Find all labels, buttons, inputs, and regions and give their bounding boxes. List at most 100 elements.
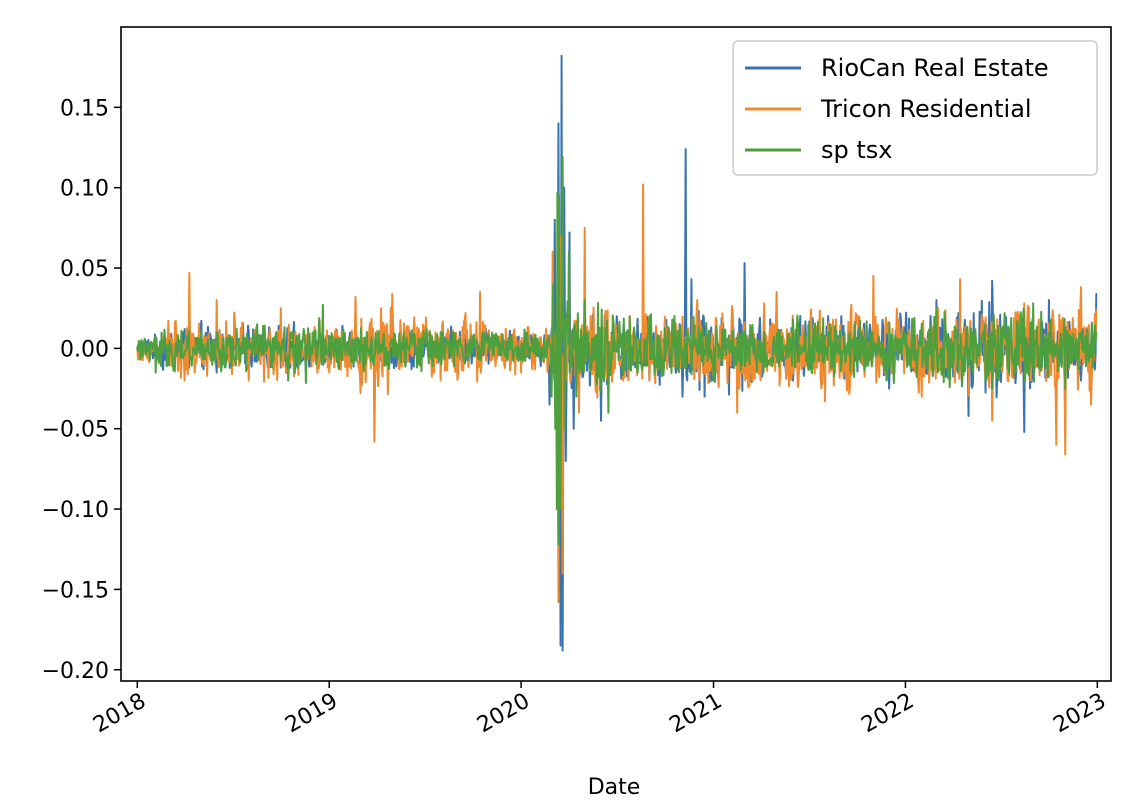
legend-label: Tricon Residential — [820, 95, 1032, 123]
series-2-point — [991, 387, 994, 390]
series-2-point — [575, 395, 578, 398]
series-0-point — [560, 55, 563, 57]
series-0-point — [703, 395, 706, 398]
series-2-point — [555, 508, 558, 510]
series-0-point — [247, 331, 250, 334]
series-0-point — [681, 395, 684, 398]
series-2-point — [287, 379, 290, 382]
series-1-point — [991, 419, 994, 422]
series-0-point — [1095, 292, 1098, 295]
series-1-point — [648, 379, 651, 382]
series-1-point — [920, 395, 923, 398]
series-0-point — [967, 414, 970, 417]
series-2-point — [563, 427, 566, 430]
series-2-point — [792, 318, 794, 321]
series-1-point — [775, 291, 778, 294]
series-2-point — [561, 156, 564, 159]
series-2-point — [935, 307, 938, 310]
series-0-point — [743, 262, 746, 265]
y-tick-label: −0.05 — [42, 418, 109, 443]
series-0-point — [1023, 431, 1026, 433]
series-0-point — [615, 315, 618, 318]
series-1-point — [520, 371, 523, 374]
legend-frame — [732, 40, 1098, 176]
series-0-point — [792, 379, 794, 382]
series-1-point — [328, 371, 331, 374]
series-1-point — [193, 371, 196, 374]
series-0-point — [888, 387, 891, 390]
y-tick-label: 0.15 — [60, 96, 109, 121]
series-layer — [136, 54, 1098, 652]
y-axis: 0.15 0.10 0.05 0.00 −0.05 −0.10 −0.15 −0.20 — [42, 96, 121, 684]
series-2-point — [558, 194, 560, 197]
series-2-point — [321, 304, 324, 306]
series-1-point — [188, 271, 191, 274]
series-1-point — [551, 251, 554, 253]
y-tick-label: 0.05 — [60, 257, 109, 282]
series-1-point — [642, 183, 644, 186]
series-0-point — [600, 419, 602, 422]
series-1-point — [1023, 302, 1026, 305]
series-0-point — [991, 279, 994, 282]
y-tick-label: −0.15 — [42, 578, 109, 603]
series-1-point — [1080, 286, 1082, 289]
series-1-point — [959, 278, 962, 281]
series-1-point — [391, 292, 394, 295]
series-0-point — [215, 371, 218, 374]
series-line-2 — [136, 156, 1098, 546]
series-2-point — [215, 331, 218, 334]
series-2-point — [583, 299, 586, 302]
series-2-point — [136, 347, 139, 350]
series-0-point — [568, 231, 571, 234]
series-2-point — [550, 395, 553, 398]
series-2-point — [554, 427, 557, 430]
series-2-point — [607, 411, 610, 414]
y-tick-label: 0.10 — [60, 177, 109, 202]
series-1-point — [696, 299, 699, 302]
legend-label: RioCan Real Estate — [821, 54, 1049, 82]
series-0-point — [935, 299, 938, 302]
series-1-point — [373, 440, 376, 443]
series-0-point — [572, 427, 575, 430]
series-0-point — [559, 644, 562, 647]
series-0-point — [690, 278, 693, 281]
series-0-point — [686, 379, 689, 382]
series-1-point — [215, 299, 218, 302]
legend-label: sp tsx — [821, 136, 892, 164]
series-2-point — [552, 283, 555, 286]
series-0-point — [1080, 379, 1082, 382]
series-0-point — [563, 186, 566, 189]
plot-frame — [120, 26, 1112, 682]
legend: RioCan Real Estate Tricon Residential sp t… — [732, 40, 1098, 176]
series-1-point — [561, 572, 564, 575]
series-1-point — [279, 307, 282, 310]
series-1-point — [1064, 453, 1067, 456]
y-tick-label: −0.20 — [42, 659, 109, 684]
y-tick-label: −0.10 — [42, 498, 109, 523]
series-1-point — [557, 601, 560, 604]
series-1-point — [167, 320, 170, 322]
series-2-point — [1032, 302, 1035, 305]
series-1-point — [824, 400, 826, 403]
series-2-point — [712, 379, 715, 382]
series-0-point — [557, 122, 560, 125]
x-axis-label: Date — [588, 775, 641, 800]
series-2-point — [1064, 387, 1067, 390]
series-1-point — [1090, 403, 1092, 406]
series-0-point — [1048, 299, 1050, 302]
series-1-point — [1095, 308, 1098, 311]
series-2-point — [557, 543, 560, 546]
series-1-point — [183, 379, 186, 382]
series-2-point — [648, 315, 651, 318]
series-2-point — [568, 251, 570, 253]
series-0-point — [561, 649, 564, 652]
series-2-point — [885, 379, 888, 382]
series-1-point — [479, 291, 481, 294]
series-0-point — [548, 403, 551, 406]
series-0-point — [684, 148, 687, 151]
series-1-point — [1055, 443, 1058, 446]
series-2-point — [359, 360, 362, 363]
series-1-point — [247, 379, 250, 382]
series-2-point — [1095, 331, 1098, 334]
